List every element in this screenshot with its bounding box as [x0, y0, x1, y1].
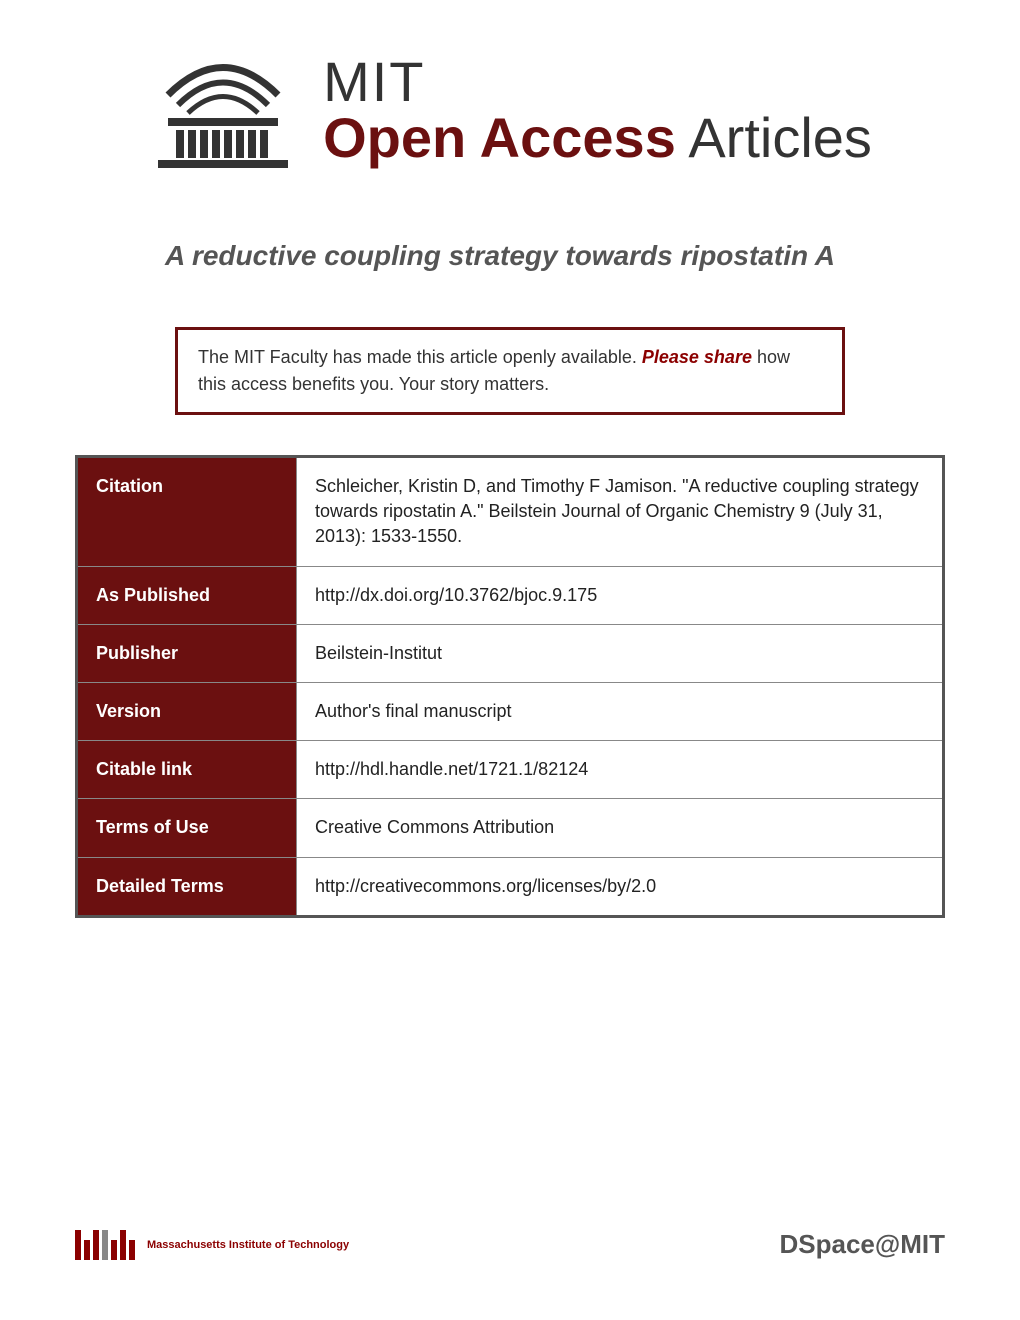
- header-articles: Articles: [676, 106, 872, 169]
- table-row: Citation Schleicher, Kristin D, and Timo…: [77, 457, 944, 567]
- share-intro: The MIT Faculty has made this article op…: [198, 347, 642, 367]
- mit-logo-icon: [75, 1230, 135, 1260]
- header-open-access-text: Open Access Articles: [323, 110, 872, 166]
- article-title: A reductive coupling strategy towards ri…: [75, 240, 945, 272]
- header-text: MIT Open Access Articles: [323, 54, 872, 166]
- citation-label: Citation: [77, 457, 297, 567]
- citable-link-value[interactable]: http://hdl.handle.net/1721.1/82124: [297, 741, 944, 799]
- table-row: Citable link http://hdl.handle.net/1721.…: [77, 741, 944, 799]
- header-logo: MIT Open Access Articles: [75, 50, 945, 170]
- footer-institute-name: Massachusetts Institute of Technology: [147, 1239, 349, 1251]
- share-box: The MIT Faculty has made this article op…: [175, 327, 845, 415]
- terms-of-use-value: Creative Commons Attribution: [297, 799, 944, 857]
- terms-of-use-label: Terms of Use: [77, 799, 297, 857]
- please-share-link[interactable]: Please share: [642, 347, 752, 367]
- citation-value: Schleicher, Kristin D, and Timothy F Jam…: [297, 457, 944, 567]
- publisher-label: Publisher: [77, 624, 297, 682]
- detailed-terms-label: Detailed Terms: [77, 857, 297, 916]
- publisher-value: Beilstein-Institut: [297, 624, 944, 682]
- citable-link-label: Citable link: [77, 741, 297, 799]
- header-mit-text: MIT: [323, 54, 872, 110]
- table-row: Detailed Terms http://creativecommons.or…: [77, 857, 944, 916]
- detailed-terms-value[interactable]: http://creativecommons.org/licenses/by/2…: [297, 857, 944, 916]
- table-row: Terms of Use Creative Commons Attributio…: [77, 799, 944, 857]
- as-published-label: As Published: [77, 566, 297, 624]
- table-row: Version Author's final manuscript: [77, 682, 944, 740]
- table-row: As Published http://dx.doi.org/10.3762/b…: [77, 566, 944, 624]
- version-label: Version: [77, 682, 297, 740]
- footer: Massachusetts Institute of Technology DS…: [75, 1229, 945, 1260]
- mit-dome-icon: [148, 50, 298, 170]
- header-oa-bold: Open Access: [323, 106, 676, 169]
- table-row: Publisher Beilstein-Institut: [77, 624, 944, 682]
- footer-dspace: DSpace@MIT: [780, 1229, 946, 1260]
- metadata-table: Citation Schleicher, Kristin D, and Timo…: [75, 455, 945, 918]
- as-published-value[interactable]: http://dx.doi.org/10.3762/bjoc.9.175: [297, 566, 944, 624]
- footer-left: Massachusetts Institute of Technology: [75, 1230, 349, 1260]
- version-value: Author's final manuscript: [297, 682, 944, 740]
